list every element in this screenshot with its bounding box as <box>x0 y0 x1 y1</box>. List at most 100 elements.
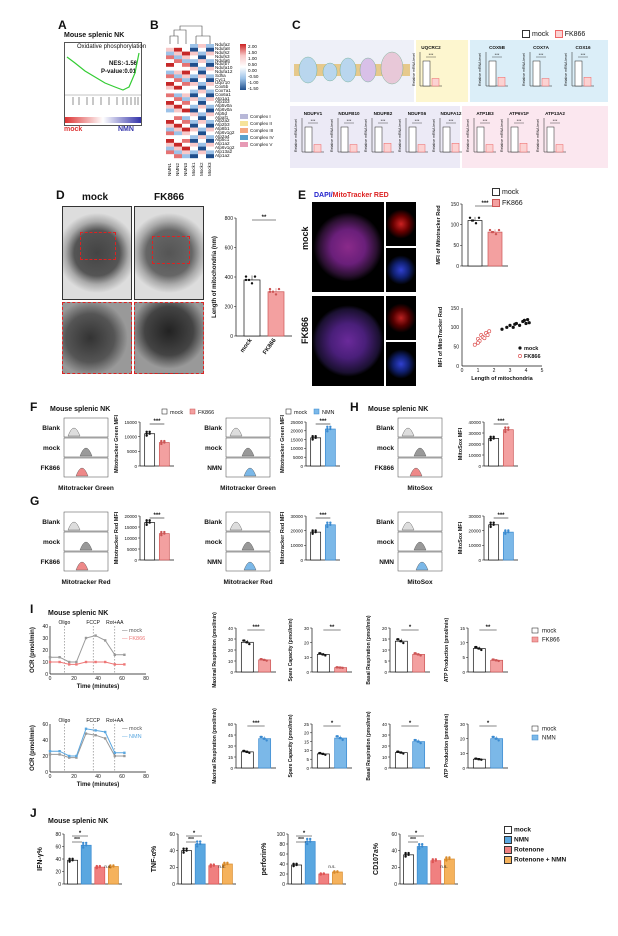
bar-point <box>507 426 510 429</box>
heatmap-cell <box>206 154 214 159</box>
bar-point <box>71 857 74 861</box>
scatter-point-mock <box>513 322 517 326</box>
c-bar-fk <box>417 144 426 153</box>
complex-swatch <box>240 135 248 141</box>
c-bar-mock <box>340 126 349 153</box>
heatmap-cell <box>182 135 190 140</box>
bar-point <box>148 430 151 433</box>
scatter-point-mock <box>524 321 528 326</box>
bar-point <box>326 430 329 433</box>
c-bar-fk <box>313 144 322 153</box>
heatmap-cell <box>206 116 214 121</box>
flow-hist <box>75 467 89 477</box>
ocr-ylabel: OCR (pmol/min) <box>30 725 36 771</box>
flow-hist <box>79 447 93 457</box>
bar-ylabel: Maximal Respiration (pmol/min) <box>212 708 218 784</box>
ocr-point <box>58 656 61 659</box>
heatmap-cell <box>166 123 174 128</box>
heatmap-cell <box>174 59 182 64</box>
sig-stars: ** <box>262 215 267 221</box>
ocr-point <box>48 750 52 753</box>
bar-point <box>148 519 151 522</box>
ocr-point <box>123 663 126 666</box>
flow-hist-frame <box>225 437 271 458</box>
heatmap-cell <box>182 112 190 117</box>
panel-f-label: F <box>30 400 38 414</box>
flow-xlabel: Mitotracker Green <box>220 485 276 492</box>
bar-point <box>85 844 88 847</box>
bar-tick-label: 30000 <box>468 431 481 436</box>
heatmap-gene-label: Atp5v0a <box>215 103 232 109</box>
gsea-pvalue: P-value:0.01 <box>101 69 137 75</box>
bar-point <box>160 532 163 535</box>
complex-legend-item: Complex IV <box>240 135 274 141</box>
heatmap-cell <box>190 51 198 56</box>
heatmap-cell <box>182 123 190 128</box>
j-legend-swatch <box>504 856 512 864</box>
flow-hist <box>413 541 427 551</box>
ocr-ytick: 0 <box>45 672 48 678</box>
flow-row-label: FK866 <box>40 465 60 472</box>
heatmap-gene-label: Ndufb7 <box>215 61 230 67</box>
heatmap-cell <box>190 146 198 151</box>
scatter-xtick: 5 <box>541 368 544 374</box>
heatmap-cell <box>166 66 174 71</box>
heatmap-cell <box>190 150 198 155</box>
bar <box>108 866 119 885</box>
bar-point <box>418 845 421 848</box>
bar-ylabel: Maximal Respiration (pmol/min) <box>212 612 218 688</box>
bar-ylabel: Basal Respiration (pmol/min) <box>366 615 372 685</box>
c-gene-title: UQCRC2 <box>421 45 441 50</box>
panel-j-label: J <box>30 806 37 820</box>
bar-point <box>492 735 495 739</box>
bar-tick-label: 0 <box>58 882 61 888</box>
heatmap-cell <box>182 104 190 109</box>
i-legend-mock-swatch <box>531 725 539 732</box>
j-sig: * <box>303 831 306 837</box>
c-sig: *** <box>347 118 352 123</box>
scatter-ylabel: MFI of MitoTracker Red <box>438 307 444 368</box>
scatter-xtick: 2 <box>493 368 496 374</box>
c-ylabel: Relative mRNA level <box>364 119 368 152</box>
c-sig: *** <box>539 52 544 57</box>
bar-point <box>490 230 494 234</box>
bar-tick-label: 5000 <box>127 547 138 552</box>
legend-f2-mock-swatch <box>285 408 292 415</box>
flow-row-label: Blank <box>376 425 394 432</box>
ocr-point <box>58 660 61 664</box>
bar-point <box>474 222 478 225</box>
flow-hist-frame <box>397 457 443 478</box>
heatmap-dendrogram <box>169 25 211 44</box>
bar-point <box>397 638 400 641</box>
heatmap-cell <box>206 55 214 60</box>
bar-point <box>492 437 495 440</box>
bar-tick-label: 60 <box>228 722 234 727</box>
heatmap-cell <box>182 93 190 98</box>
bar-tick-label: 10000 <box>468 453 481 458</box>
bar-point <box>145 519 148 522</box>
scatter-ytick: 50 <box>453 344 459 350</box>
bar-tick-label: 30 <box>228 744 234 749</box>
ocr-ytick: 40 <box>42 738 48 744</box>
bar-point <box>265 739 268 742</box>
heatmap-cell <box>190 139 198 143</box>
heatmap-gene-label: Ndufa12 <box>215 69 233 74</box>
bar-tick-label: 40000 <box>468 420 481 425</box>
bar-point <box>336 735 339 738</box>
bar-point <box>243 639 246 642</box>
bar-point <box>489 525 492 529</box>
ocr-legend: — NMN <box>122 734 142 740</box>
bar-point <box>492 435 495 439</box>
bar-point <box>212 863 215 866</box>
bar-tick-label: 0 <box>394 882 397 888</box>
i-legend-mock: mock <box>542 727 557 733</box>
heatmap-cell <box>206 63 214 67</box>
bar-point <box>495 737 498 740</box>
flow-hist-frame <box>225 531 271 552</box>
bar-tick-label: 0 <box>134 464 137 469</box>
bar-point <box>196 845 199 848</box>
ocr-xtick: 0 <box>49 676 52 682</box>
em-mock-overview <box>62 206 132 300</box>
ocr-point <box>123 754 126 758</box>
heatmap-cell <box>166 108 174 113</box>
